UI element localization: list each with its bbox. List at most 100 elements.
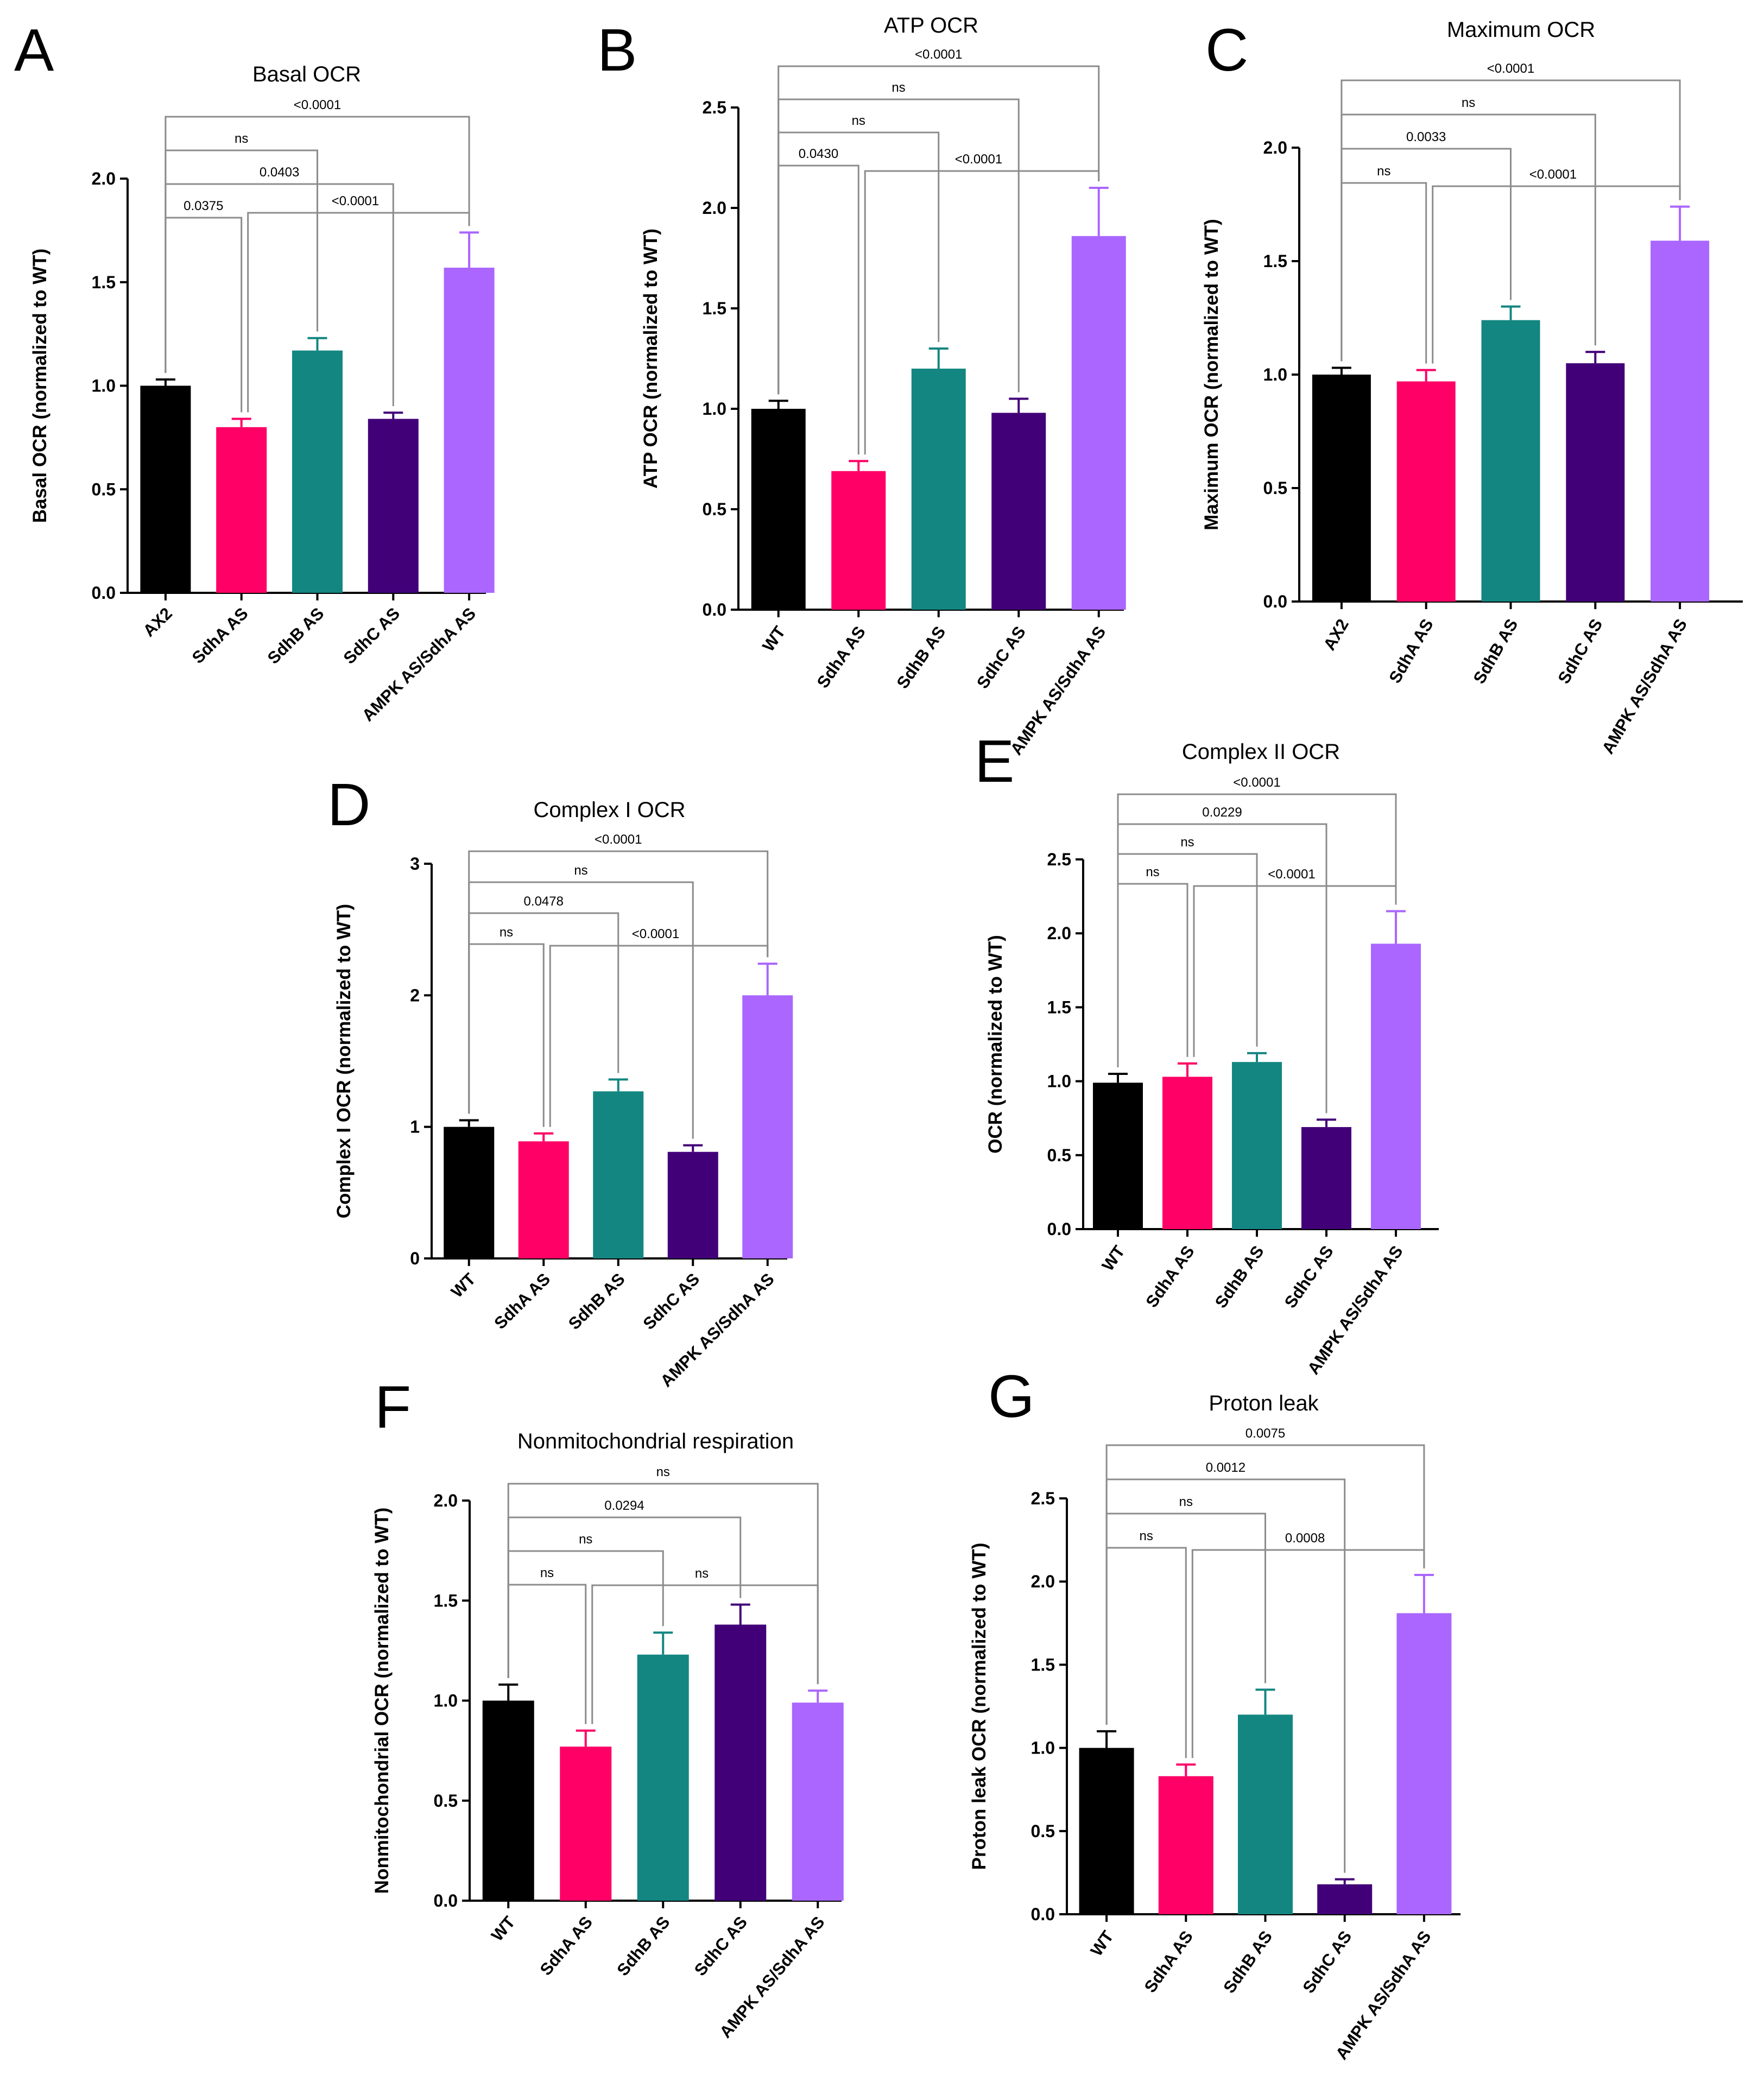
y-tick-label: 2.0 [1263,138,1287,157]
panel-e: E Complex II OCR OCR (normalized to WT) 0.… [975,728,1439,1378]
significance-label: ns [500,925,513,940]
y-tick-label: 2.0 [703,198,726,218]
significance-label: 0.0033 [1406,130,1446,144]
x-category-label: SdhC AS [340,604,404,668]
panel-letter-b: B [597,17,637,84]
panel-c: C Maximum OCR Maximum OCR (normalized to … [1201,17,1743,757]
x-category-label: SdhC AS [639,1269,703,1333]
significance-label: <0.0001 [332,194,379,208]
bar-2 [518,1141,569,1258]
y-tick-label: 0.0 [92,583,116,603]
significance-label: <0.0001 [1529,167,1577,182]
significance-bracket [1341,113,1596,362]
significance-label: ns [540,1566,554,1580]
x-category-label: SdhA AS [1385,616,1437,686]
chart-title: Nonmitochondrial respiration [517,1429,794,1453]
bar-3 [911,369,966,610]
panel-letter-a: A [14,17,54,84]
bar-4 [368,419,419,593]
significance-label: ns [574,863,587,878]
significance-label: 0.0075 [1245,1426,1285,1441]
significance-label: 0.0294 [604,1498,644,1513]
y-tick-label: 2 [410,985,420,1005]
significance-bracket [777,98,1020,395]
y-tick-label: 1 [410,1117,420,1137]
x-category-label: SdhA AS [536,1913,597,1979]
significance-label: ns [695,1566,709,1581]
y-axis-label: Basal OCR (normalized to WT) [29,249,50,523]
significance-bracket [549,945,769,1127]
bar-3 [593,1091,644,1258]
y-tick-label: 0 [410,1249,420,1268]
significance-label: ns [235,131,248,146]
y-axis-label: OCR (normalized to WT) [985,935,1006,1153]
y-tick-label: 0.0 [434,1891,458,1910]
bar-4 [715,1624,767,1901]
chart-title: Proton leak [1209,1391,1319,1415]
y-tick-label: 1.5 [92,273,116,292]
significance-bracket [1191,1549,1425,1758]
significance-label: ns [892,80,905,95]
significance-label: <0.0001 [1487,61,1534,76]
x-category-label: WT [488,1913,519,1945]
significance-label: ns [579,1532,592,1547]
significance-bracket [1117,883,1188,1067]
bar-1 [482,1700,534,1901]
bar-2 [1396,381,1456,602]
panel-letter-g: G [988,1363,1035,1430]
y-tick-label: 0.0 [703,600,726,619]
y-tick-label: 1.0 [1031,1738,1055,1758]
y-tick-label: 0.5 [1031,1821,1055,1841]
chart-title: Maximum OCR [1447,18,1595,42]
significance-label: 0.0008 [1285,1531,1325,1546]
y-tick-label: 0.5 [1263,478,1287,498]
bar-4 [1301,1127,1351,1229]
y-tick-label: 1.5 [1047,997,1071,1017]
y-tick-label: 2.0 [1047,923,1071,943]
y-tick-label: 2.0 [92,169,116,188]
bar-5 [1071,236,1126,610]
significance-bracket [864,170,1100,455]
y-tick-label: 1.0 [1047,1072,1071,1091]
y-tick-label: 2.0 [1031,1572,1055,1591]
y-tick-label: 0.0 [1263,592,1287,611]
panel-f: F Nonmitochondrial respiration Nonmitocho… [371,1374,844,2042]
x-category-label: SdhB AS [1211,1242,1268,1312]
x-category-label: SdhB AS [893,623,949,692]
y-axis-label: ATP OCR (normalized to WT) [640,229,661,489]
significance-bracket [591,1584,819,1724]
bar-4 [1566,363,1625,602]
y-axis-label: Maximum OCR (normalized to WT) [1201,219,1222,530]
significance-bracket [247,212,470,413]
y-tick-label: 3 [410,854,420,874]
y-tick-label: 0.5 [434,1791,458,1811]
significance-label: 0.0012 [1206,1460,1245,1475]
y-tick-label: 2.0 [434,1491,458,1510]
panel-letter-d: D [327,771,370,838]
significance-bracket [1432,185,1681,364]
significance-bracket [468,943,545,1127]
x-category-label: WT [447,1269,479,1301]
significance-label: <0.0001 [632,927,679,941]
y-axis-label: Proton leak OCR (normalized to WT) [969,1543,990,1870]
x-category-label: WT [1098,1242,1128,1275]
bar-5 [444,268,495,593]
y-tick-label: 2.5 [1031,1489,1055,1508]
bar-2 [1158,1776,1213,1914]
chart-title: Complex II OCR [1182,740,1340,764]
panel-b: B ATP OCR ATP OCR (normalized to WT) 0.0 0.… [597,14,1126,758]
bar-2 [1162,1077,1212,1229]
y-tick-label: 1.0 [92,376,116,396]
significance-label: <0.0001 [955,152,1002,167]
x-category-label: AX2 [139,604,175,640]
x-category-label: SdhC AS [973,623,1029,692]
significance-bracket [1193,885,1397,1057]
significance-bracket [468,881,694,1139]
x-category-label: SdhB AS [565,1269,629,1333]
bar-5 [1396,1613,1452,1914]
bar-3 [1481,320,1540,602]
bar-2 [216,427,267,593]
significance-bracket [507,1516,742,1679]
y-tick-label: 1.0 [703,399,726,419]
bar-1 [1079,1748,1134,1914]
